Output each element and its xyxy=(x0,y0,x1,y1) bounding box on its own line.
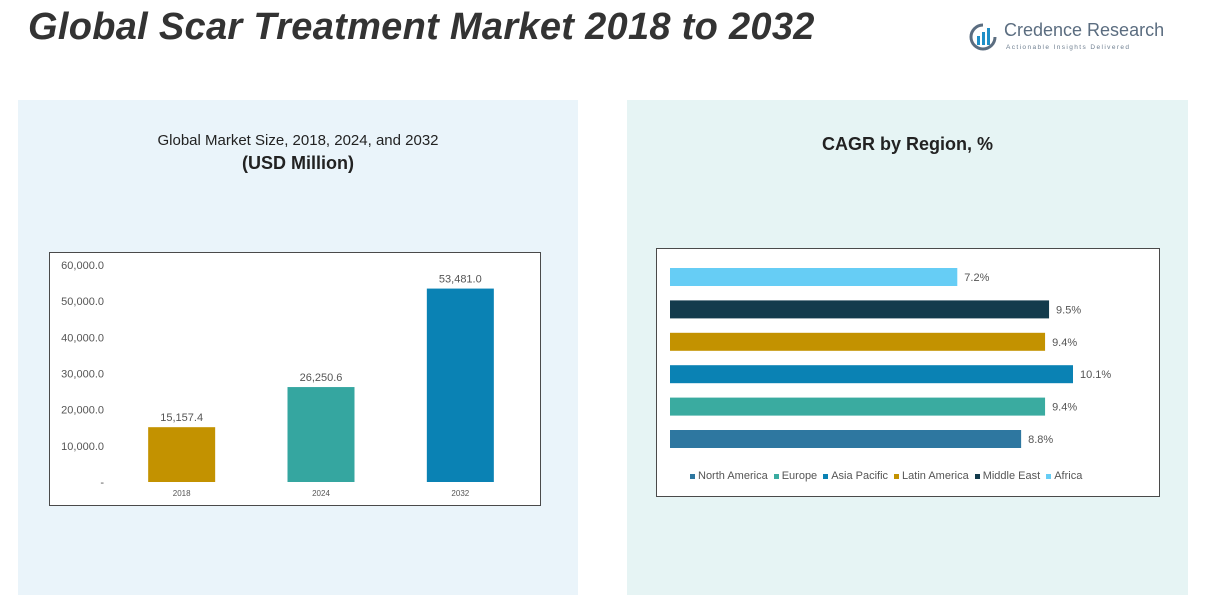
legend-item: Latin America xyxy=(894,470,969,482)
bar-value-label: 53,481.0 xyxy=(439,274,482,286)
cagr-legend: North America Europe Asia Pacific Latin Ame… xyxy=(690,470,1088,482)
legend-swatch xyxy=(974,473,980,479)
x-tick-label: 2032 xyxy=(451,489,469,498)
hbar-north-america xyxy=(670,430,1022,448)
legend-item: Europe xyxy=(773,470,818,482)
legend-item: North America xyxy=(690,470,768,482)
bar-value-label: 15,157.4 xyxy=(160,412,203,424)
hbar-value-label: 9.5% xyxy=(1056,304,1081,316)
bar-2024 xyxy=(287,387,355,482)
market-size-bar-chart: - 10,000.0 20,000.0 30,000.0 40,000.0 50,000.… xyxy=(61,260,494,498)
hbar-africa xyxy=(670,268,958,286)
hbar-value-label: 7.2% xyxy=(964,272,989,284)
bar-2018 xyxy=(148,427,216,482)
legend-label: Middle East xyxy=(982,470,1041,482)
y-tick-label: 10,000.0 xyxy=(61,441,104,453)
legend-swatch xyxy=(1046,473,1052,479)
y-tick-label: - xyxy=(100,477,104,489)
credence-logo-icon xyxy=(969,23,997,51)
y-tick-label: 20,000.0 xyxy=(61,405,104,417)
y-tick-label: 60,000.0 xyxy=(61,260,104,272)
y-tick-label: 40,000.0 xyxy=(61,332,104,344)
hbar-value-label: 9.4% xyxy=(1052,337,1077,349)
legend-swatch xyxy=(690,473,695,479)
legend-swatch xyxy=(773,473,779,479)
bar-value-label: 26,250.6 xyxy=(300,372,343,384)
cagr-bar-chart: 8.8% 9.4% 10.1% 9.4% 9.5% 7.2% xyxy=(670,268,1111,448)
hbar-value-label: 9.4% xyxy=(1052,402,1077,414)
brand: Credence Research Actionable Insights De… xyxy=(968,20,1168,56)
legend-item: Africa xyxy=(1046,470,1082,482)
legend-label: Asia Pacific xyxy=(831,470,889,482)
y-tick-label: 30,000.0 xyxy=(61,369,104,381)
legend-swatch xyxy=(894,473,900,479)
legend-item: Middle East xyxy=(974,470,1041,482)
hbar-latin-america xyxy=(670,332,1046,351)
legend-swatch xyxy=(823,473,829,479)
hbar-value-label: 10.1% xyxy=(1080,369,1111,381)
legend-item: Asia Pacific xyxy=(823,470,888,482)
legend-label: Africa xyxy=(1054,470,1083,482)
hbar-asia-pacific xyxy=(670,365,1073,384)
cagr-chart-frame: 8.8% 9.4% 10.1% 9.4% 9.5% 7.2% xyxy=(656,248,1160,497)
page-title: Global Scar Treatment Market 2018 to 203… xyxy=(28,6,815,48)
legend-label: North America xyxy=(698,470,768,482)
brand-tagline: Actionable Insights Delivered xyxy=(1006,44,1131,51)
hbar-value-label: 8.8% xyxy=(1028,434,1053,446)
bar-2032 xyxy=(426,288,494,482)
y-tick-label: 50,000.0 xyxy=(61,296,104,308)
market-size-chart-title: Global Market Size, 2018, 2024, and 2032 xyxy=(157,132,439,149)
legend-label: Europe xyxy=(781,470,818,482)
x-tick-label: 2018 xyxy=(173,489,191,498)
hbar-middle-east xyxy=(670,300,1050,319)
hbar-europe xyxy=(670,397,1046,416)
x-tick-label: 2024 xyxy=(312,489,330,498)
brand-name: Credence Research xyxy=(1004,20,1165,40)
market-size-chart-subtitle: (USD Million) xyxy=(242,153,354,173)
market-size-chart-frame: - 10,000.0 20,000.0 30,000.0 40,000.0 50,000.… xyxy=(49,252,541,506)
cagr-chart-title: CAGR by Region, % xyxy=(821,134,993,154)
legend-label: Latin America xyxy=(902,470,969,482)
